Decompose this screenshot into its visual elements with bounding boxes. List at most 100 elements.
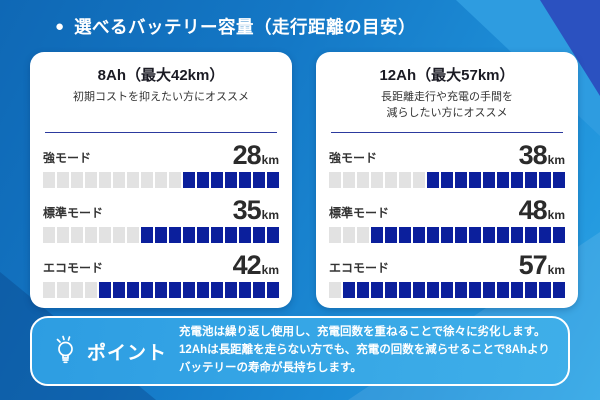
page-title: 選べるバッテリー容量（走行距離の目安） — [74, 17, 417, 37]
gauge-block — [169, 227, 181, 243]
gauge-block — [183, 172, 195, 188]
gauge-block — [225, 172, 237, 188]
distance-gauge — [329, 282, 565, 298]
gauge-block — [427, 227, 439, 243]
gauge-block — [343, 227, 355, 243]
gauge-block — [113, 172, 125, 188]
gauge-block — [553, 227, 565, 243]
mode-row: 標準モード 48 km — [329, 197, 565, 243]
gauge-block — [253, 227, 265, 243]
distance-gauge — [329, 227, 565, 243]
point-label: ポイント — [52, 335, 167, 367]
gauge-block — [427, 172, 439, 188]
gauge-block — [371, 282, 383, 298]
gauge-block — [43, 227, 55, 243]
gauge-block — [183, 227, 195, 243]
divider — [331, 132, 563, 133]
gauge-block — [497, 227, 509, 243]
gauge-block — [413, 227, 425, 243]
gauge-block — [155, 172, 167, 188]
gauge-block — [413, 282, 425, 298]
gauge-block — [455, 282, 467, 298]
gauge-block — [469, 227, 481, 243]
gauge-block — [99, 227, 111, 243]
gauge-block — [211, 282, 223, 298]
gauge-block — [469, 172, 481, 188]
gauge-block — [113, 227, 125, 243]
gauge-block — [371, 227, 383, 243]
gauge-block — [225, 282, 237, 298]
mode-label: 標準モード — [43, 206, 104, 220]
mode-row: 標準モード 35 km — [43, 197, 279, 243]
gauge-block — [343, 172, 355, 188]
card-title: 8Ah（最大42km） — [97, 67, 225, 84]
mode-distance-value: 48 km — [518, 195, 565, 225]
gauge-block — [239, 172, 251, 188]
gauge-block — [99, 172, 111, 188]
gauge-block — [525, 227, 537, 243]
gauge-block — [113, 282, 125, 298]
mode-label: エコモード — [329, 261, 390, 275]
gauge-block — [267, 227, 279, 243]
mode-row: エコモード 42 km — [43, 252, 279, 298]
gauge-block — [399, 172, 411, 188]
lightbulb-icon — [56, 335, 73, 364]
gauge-block — [239, 282, 251, 298]
gauge-block — [57, 172, 69, 188]
gauge-block — [385, 172, 397, 188]
gauge-block — [211, 172, 223, 188]
gauge-block — [497, 172, 509, 188]
gauge-block — [127, 172, 139, 188]
gauge-block — [127, 227, 139, 243]
gauge-block — [85, 282, 97, 298]
gauge-block — [525, 282, 537, 298]
mode-distance-value: 35 km — [232, 195, 279, 225]
gauge-block — [225, 227, 237, 243]
gauge-block — [155, 282, 167, 298]
battery-cards: 8Ah（最大42km） 初期コストを抑えたい方にオススメ 強モード 28 km 標準モ… — [30, 52, 578, 308]
mode-distance-value: 42 km — [232, 250, 279, 280]
battery-card-8ah: 8Ah（最大42km） 初期コストを抑えたい方にオススメ 強モード 28 km 標準モ… — [30, 52, 292, 308]
gauge-block — [539, 227, 551, 243]
mode-distance-value: 57 km — [518, 250, 565, 280]
header: ● 選べるバッテリー容量（走行距離の目安） — [55, 14, 416, 39]
mode-row: 強モード 28 km — [43, 142, 279, 188]
gauge-block — [85, 227, 97, 243]
battery-card-12ah: 12Ah（最大57km） 長距離走行や充電の手間を 減らしたい方にオススメ 強モ… — [316, 52, 578, 308]
gauge-block — [399, 282, 411, 298]
gauge-block — [253, 172, 265, 188]
gauge-block — [183, 282, 195, 298]
mode-label: 強モード — [329, 151, 378, 165]
gauge-block — [197, 172, 209, 188]
gauge-block — [343, 282, 355, 298]
gauge-block — [399, 227, 411, 243]
mode-label: 標準モード — [329, 206, 390, 220]
divider — [45, 132, 277, 133]
gauge-block — [427, 282, 439, 298]
point-box: ポイント 充電池は繰り返し使用し、充電回数を重ねることで徐々に劣化します。 12… — [30, 316, 570, 386]
card-subtitle: 長距離走行や充電の手間を 減らしたい方にオススメ — [381, 91, 513, 119]
gauge-block — [539, 172, 551, 188]
bullet-icon: ● — [55, 18, 65, 35]
mode-row: 強モード 38 km — [329, 142, 565, 188]
gauge-block — [329, 282, 341, 298]
gauge-block — [455, 172, 467, 188]
card-header: 12Ah（最大57km） 長距離走行や充電の手間を 減らしたい方にオススメ — [329, 64, 565, 128]
gauge-block — [441, 227, 453, 243]
distance-gauge — [43, 282, 279, 298]
gauge-block — [357, 172, 369, 188]
gauge-block — [385, 282, 397, 298]
distance-gauge — [329, 172, 565, 188]
gauge-block — [357, 227, 369, 243]
gauge-block — [483, 227, 495, 243]
gauge-block — [469, 282, 481, 298]
gauge-block — [239, 227, 251, 243]
gauge-block — [141, 172, 153, 188]
gauge-block — [43, 282, 55, 298]
distance-gauge — [43, 172, 279, 188]
gauge-block — [483, 172, 495, 188]
gauge-block — [197, 227, 209, 243]
gauge-block — [267, 282, 279, 298]
mode-label: 強モード — [43, 151, 92, 165]
